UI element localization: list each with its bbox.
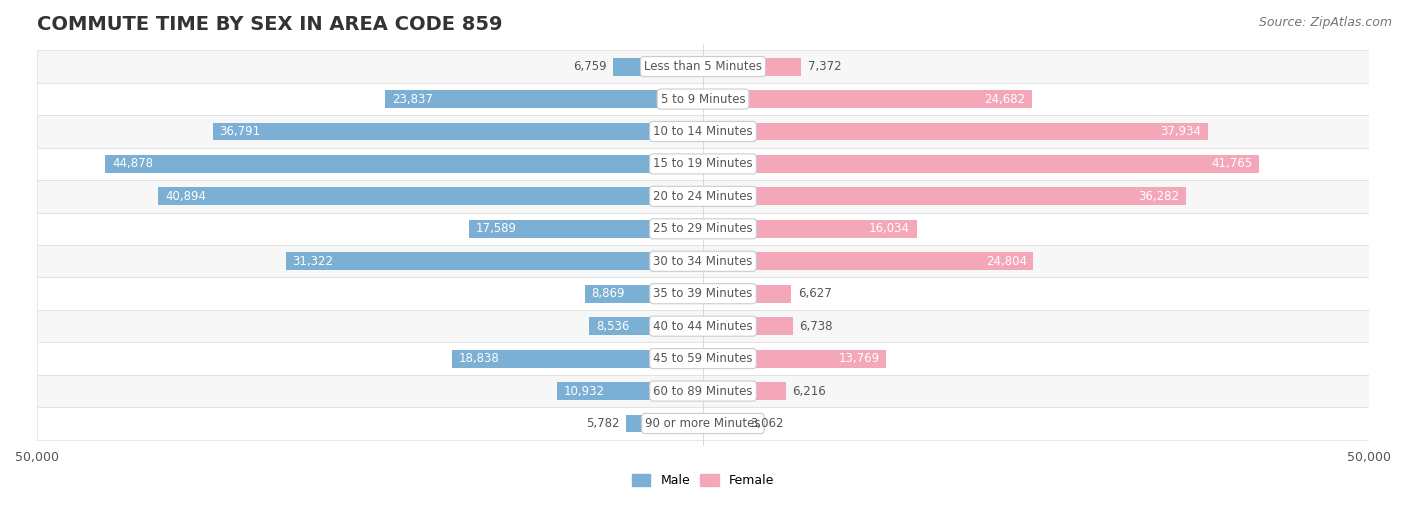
Text: 5 to 9 Minutes: 5 to 9 Minutes [661,93,745,106]
Bar [703,415,744,433]
Text: 45 to 59 Minutes: 45 to 59 Minutes [654,352,752,365]
Text: 6,627: 6,627 [799,287,832,300]
Bar [285,253,703,270]
Bar [159,187,703,206]
Text: 44,878: 44,878 [112,157,153,170]
Bar [37,245,1369,278]
Text: 7,372: 7,372 [808,60,841,73]
Text: 24,804: 24,804 [986,255,1026,268]
Legend: Male, Female: Male, Female [627,469,779,492]
Bar [703,187,1187,206]
Bar [703,285,792,303]
Bar [453,350,703,368]
Text: 31,322: 31,322 [292,255,333,268]
Text: 8,869: 8,869 [592,287,626,300]
Text: Source: ZipAtlas.com: Source: ZipAtlas.com [1258,16,1392,29]
Text: 90 or more Minutes: 90 or more Minutes [645,417,761,430]
Text: 5,782: 5,782 [586,417,619,430]
Bar [703,220,917,238]
Text: 6,738: 6,738 [800,320,832,333]
Bar [703,122,1208,140]
Text: 16,034: 16,034 [869,222,910,235]
Bar [703,317,793,335]
Bar [37,115,1369,147]
Bar [37,180,1369,213]
Text: 23,837: 23,837 [392,93,433,106]
Bar [385,90,703,108]
Bar [557,382,703,400]
Text: 10 to 14 Minutes: 10 to 14 Minutes [654,125,752,138]
Bar [703,155,1260,173]
Text: 60 to 89 Minutes: 60 to 89 Minutes [654,384,752,397]
Text: 40,894: 40,894 [165,190,205,203]
Bar [37,213,1369,245]
Bar [703,90,1032,108]
Bar [37,50,1369,83]
Bar [212,122,703,140]
Text: 40 to 44 Minutes: 40 to 44 Minutes [654,320,752,333]
Bar [37,375,1369,407]
Text: 17,589: 17,589 [475,222,516,235]
Text: 6,216: 6,216 [793,384,827,397]
Bar [585,285,703,303]
Text: 20 to 24 Minutes: 20 to 24 Minutes [654,190,752,203]
Bar [37,407,1369,440]
Text: 10,932: 10,932 [564,384,605,397]
Bar [37,83,1369,115]
Text: 41,765: 41,765 [1212,157,1253,170]
Text: 36,791: 36,791 [219,125,260,138]
Text: 13,769: 13,769 [838,352,880,365]
Text: 30 to 34 Minutes: 30 to 34 Minutes [654,255,752,268]
Text: 18,838: 18,838 [458,352,499,365]
Bar [613,58,703,75]
Bar [37,147,1369,180]
Bar [468,220,703,238]
Text: Less than 5 Minutes: Less than 5 Minutes [644,60,762,73]
Bar [37,310,1369,343]
Text: 8,536: 8,536 [596,320,630,333]
Bar [37,343,1369,375]
Text: 24,682: 24,682 [984,93,1025,106]
Bar [626,415,703,433]
Text: 37,934: 37,934 [1160,125,1202,138]
Text: COMMUTE TIME BY SEX IN AREA CODE 859: COMMUTE TIME BY SEX IN AREA CODE 859 [37,15,502,34]
Bar [105,155,703,173]
Bar [37,278,1369,310]
Text: 25 to 29 Minutes: 25 to 29 Minutes [654,222,752,235]
Text: 35 to 39 Minutes: 35 to 39 Minutes [654,287,752,300]
Text: 3,062: 3,062 [751,417,785,430]
Text: 6,759: 6,759 [572,60,606,73]
Bar [703,350,886,368]
Bar [589,317,703,335]
Text: 15 to 19 Minutes: 15 to 19 Minutes [654,157,752,170]
Bar [703,382,786,400]
Bar [703,253,1033,270]
Bar [703,58,801,75]
Text: 36,282: 36,282 [1139,190,1180,203]
